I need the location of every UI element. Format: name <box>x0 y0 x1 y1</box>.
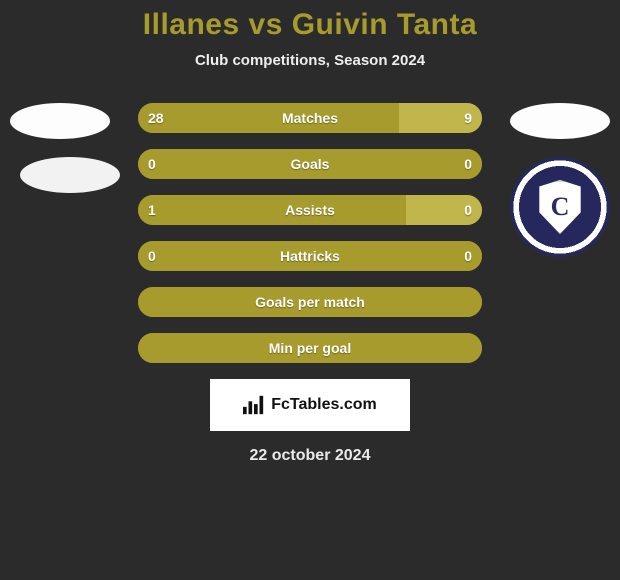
stat-fill-left <box>138 149 482 179</box>
team-badge-left-1 <box>10 103 110 139</box>
stat-fill-right <box>399 103 482 133</box>
stat-row: Assists10 <box>138 195 482 225</box>
stat-row: Goals00 <box>138 149 482 179</box>
stat-fill-left <box>138 241 482 271</box>
stat-fill-right <box>406 195 482 225</box>
date-text: 22 october 2024 <box>0 447 620 465</box>
crest-shield: C <box>537 180 583 234</box>
crest-letter: C <box>551 192 570 222</box>
page-subtitle: Club competitions, Season 2024 <box>0 52 620 69</box>
stat-rows: Matches289 Goals00 Assists10 Hattricks00 Goa… <box>138 103 482 363</box>
comparison-block: C Matches289 Goals00 Assists10 Hattricks00 G… <box>0 103 620 363</box>
stat-fill-left <box>138 287 482 317</box>
team-badge-right-1 <box>510 103 610 139</box>
stat-fill-left <box>138 195 406 225</box>
stat-row: Matches289 <box>138 103 482 133</box>
watermark-icon <box>243 395 265 415</box>
stat-fill-left <box>138 333 482 363</box>
team-badge-left-2 <box>20 157 120 193</box>
stat-row: Hattricks00 <box>138 241 482 271</box>
watermark: FcTables.com <box>210 379 410 431</box>
stat-row: Goals per match <box>138 287 482 317</box>
team-crest-right-2: C <box>510 157 610 257</box>
stat-row: Min per goal <box>138 333 482 363</box>
page-title: Illanes vs Guivin Tanta <box>0 0 620 42</box>
watermark-text: FcTables.com <box>271 396 377 414</box>
stat-fill-left <box>138 103 399 133</box>
